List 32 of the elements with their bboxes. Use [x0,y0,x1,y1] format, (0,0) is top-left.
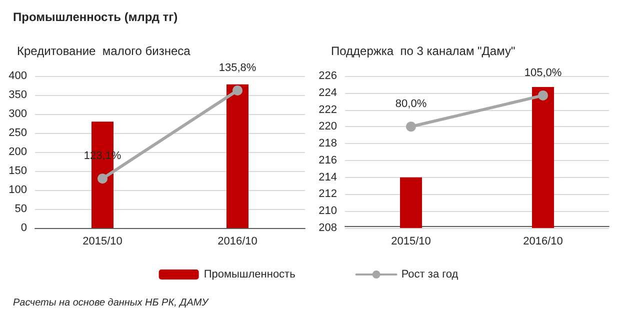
y-tick-label: 224 [318,86,337,99]
y-tick-label: 100 [8,184,27,196]
x-tick-label: 2016/10 [218,236,258,248]
y-tick-label: 208 [318,222,337,234]
y-tick-label: 50 [14,203,27,215]
y-tick-label: 350 [8,89,27,101]
chart-subtitle: Поддержка по 3 каналам "Даму" [331,44,516,58]
text: Расчеты на основе данных НБ РК, ДАМУ [13,298,210,308]
x-tick-label: 2015/10 [82,236,122,248]
y-tick-label: 220 [318,120,337,133]
chart-subtitle: Кредитование малого бизнеса [17,44,191,58]
y-tick-label: 218 [318,138,337,150]
y-tick-label: 0 [20,222,27,234]
x-tick-label: 2016/10 [523,236,563,248]
legend-label: Рост за год [401,268,459,280]
chart-title: Промышленность (млрд тг) [13,10,178,24]
data-label: 80,0% [395,98,427,110]
y-tick-label: 216 [318,154,337,166]
legend-label: Промышленность [204,268,296,280]
y-tick-label: 226 [318,70,337,82]
y-tick-label: 214 [318,171,337,184]
data-label: 135,8% [218,62,256,74]
y-tick-label: 210 [318,205,337,218]
x-tick-label: 2015/10 [391,236,431,248]
y-tick-label: 300 [8,108,27,120]
y-tick-label: 200 [8,146,27,158]
y-tick-label: 400 [8,70,27,82]
y-tick-label: 250 [8,127,27,139]
y-tick-label: 150 [8,165,27,177]
y-tick-label: 212 [318,188,337,200]
y-tick-label: 222 [318,104,337,116]
data-label: 105,0% [524,66,562,79]
